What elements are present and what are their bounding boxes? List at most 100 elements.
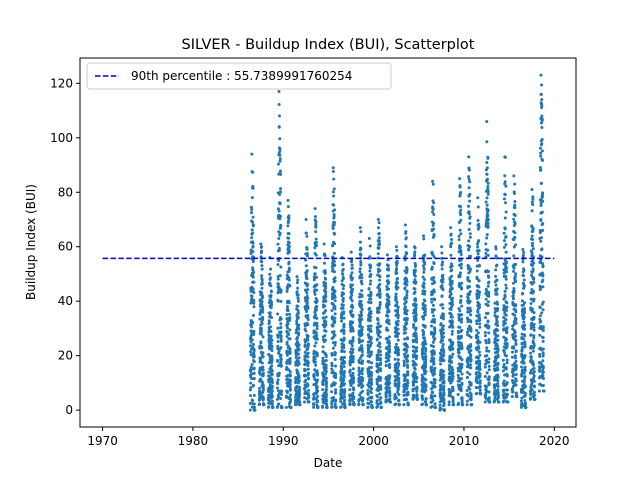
data-point: [332, 396, 336, 400]
data-point: [483, 334, 487, 338]
data-point: [251, 215, 255, 219]
data-point: [277, 102, 281, 106]
data-point: [340, 279, 344, 283]
data-point: [477, 285, 481, 289]
data-point: [486, 319, 490, 323]
data-point: [459, 218, 463, 222]
data-point: [342, 392, 346, 396]
data-point: [251, 241, 255, 245]
data-point: [423, 310, 427, 314]
data-point: [505, 361, 509, 365]
data-point: [307, 400, 311, 404]
data-point: [522, 310, 526, 314]
data-point: [286, 390, 290, 394]
data-point: [477, 263, 481, 267]
data-point: [331, 285, 335, 289]
data-point: [496, 384, 500, 388]
data-point: [259, 242, 263, 246]
data-point: [440, 251, 444, 255]
data-point: [538, 314, 542, 318]
data-point: [278, 159, 282, 163]
data-point: [368, 319, 372, 323]
data-point: [378, 292, 382, 296]
data-point: [460, 328, 464, 332]
data-point: [361, 384, 365, 388]
data-point: [451, 368, 455, 372]
data-point: [333, 305, 337, 309]
data-point: [502, 231, 506, 235]
data-point: [368, 255, 372, 259]
data-point: [432, 221, 436, 225]
data-point: [531, 241, 535, 245]
data-point: [532, 261, 536, 265]
data-point: [285, 305, 289, 309]
data-point: [296, 286, 300, 290]
data-point: [321, 356, 325, 360]
data-point: [343, 390, 347, 394]
data-point: [269, 341, 273, 345]
data-point: [279, 299, 283, 303]
data-point: [533, 397, 537, 401]
data-point: [468, 232, 472, 236]
data-point: [323, 325, 327, 329]
data-point: [496, 338, 500, 342]
data-point: [402, 403, 406, 407]
data-point: [278, 187, 282, 191]
data-point: [360, 350, 364, 354]
data-point: [249, 368, 253, 371]
data-point: [424, 385, 428, 389]
data-point: [450, 238, 454, 242]
data-point: [277, 371, 281, 375]
data-point: [342, 292, 346, 296]
data-point: [494, 268, 498, 272]
data-point: [487, 294, 491, 298]
data-point: [458, 177, 462, 181]
data-point: [414, 299, 418, 303]
data-point: [332, 203, 336, 207]
data-point: [286, 219, 290, 223]
data-point: [514, 338, 518, 342]
data-point: [476, 252, 480, 256]
data-point: [294, 331, 298, 335]
data-point: [403, 286, 407, 290]
data-point: [423, 292, 427, 296]
data-point: [334, 388, 338, 392]
data-point: [297, 323, 301, 327]
data-point: [358, 320, 362, 324]
data-point: [501, 358, 505, 362]
data-point: [387, 267, 391, 271]
data-point: [405, 309, 409, 313]
data-point: [377, 231, 381, 235]
x-tick-label: 1970: [87, 434, 118, 448]
data-point: [404, 236, 408, 240]
data-point: [378, 378, 382, 382]
data-point: [343, 398, 347, 402]
data-point: [260, 345, 264, 349]
data-point: [431, 179, 435, 183]
data-point: [270, 399, 274, 403]
data-point: [450, 296, 454, 300]
data-point: [467, 186, 471, 190]
data-point: [459, 389, 463, 393]
data-point: [522, 268, 526, 272]
data-point: [313, 292, 317, 296]
data-point: [276, 335, 280, 339]
data-point: [332, 187, 336, 191]
data-point: [261, 371, 265, 375]
data-point: [396, 327, 400, 331]
data-point: [514, 379, 518, 383]
data-point: [431, 344, 435, 348]
data-point: [306, 288, 310, 292]
data-point: [304, 231, 308, 235]
data-point: [331, 346, 335, 350]
data-point: [397, 403, 401, 407]
data-point: [476, 245, 480, 249]
data-point: [503, 155, 507, 159]
data-point: [325, 393, 329, 397]
data-point: [303, 350, 307, 354]
data-point: [306, 323, 310, 327]
data-point: [331, 267, 335, 271]
data-point: [469, 335, 473, 339]
data-point: [494, 392, 498, 396]
